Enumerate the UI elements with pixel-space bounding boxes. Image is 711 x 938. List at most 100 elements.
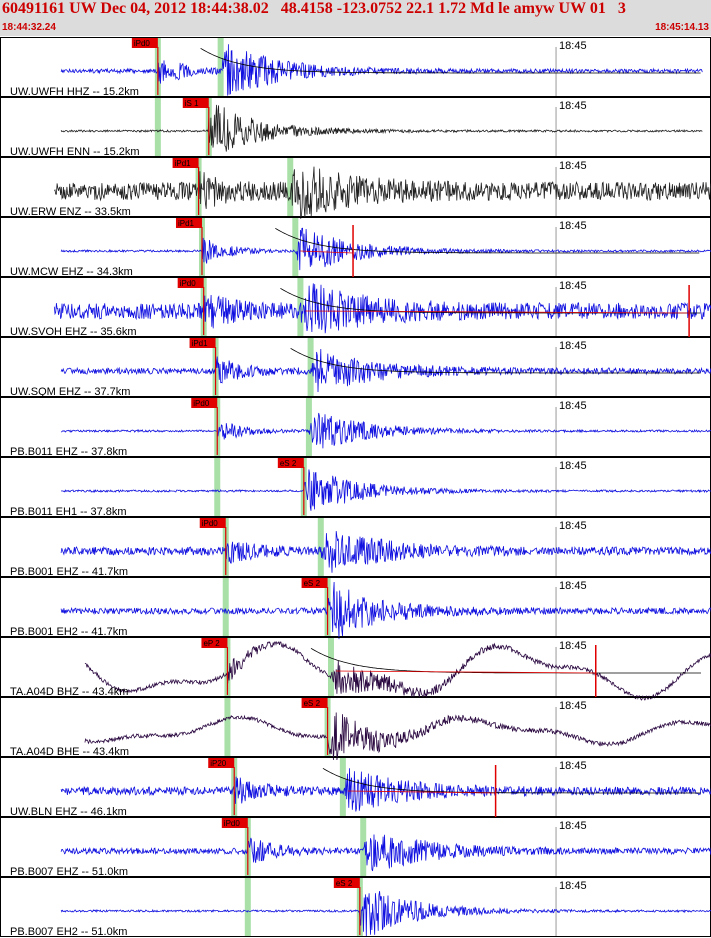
phase-pick-box [172,158,199,168]
trace-label: UW.UWFH HHZ -- 15.2km [10,86,139,98]
coda-decay-curve [275,227,700,254]
minute-tick-label: 18:45 [559,520,587,532]
phase-pick-box [333,878,360,888]
trace-label: UW.SVOH EHZ -- 35.6km [10,326,137,338]
phase-pick-label: iPd1 [192,339,209,348]
waveform-trace [60,581,711,640]
trace-label: PB.B001 EHZ -- 41.7km [10,566,128,578]
phase-pick-box [208,758,235,768]
waveform-trace [60,227,711,271]
s-window-bar [307,338,314,396]
waveform-trace [84,712,711,761]
s-window-bar [297,278,304,336]
trace-label: PB.B011 EHZ -- 37.8km [10,446,127,458]
phase-pick-box [221,818,248,828]
phase-pick-label: iPd0 [224,819,241,828]
phase-pick-label: iPd0 [134,39,151,48]
waveform-trace [60,834,711,872]
waveform-trace [53,283,711,334]
phase-pick-box [191,398,218,408]
p-window-bar [154,98,161,156]
minute-tick-label: 18:45 [559,100,587,112]
waveform-trace [60,531,711,573]
waveform-trace [60,348,711,393]
s-window-bar [287,158,294,216]
s-window-bar [327,638,334,696]
waveform-trace [60,104,703,152]
coda-decay-curve [310,647,701,674]
waveform-trace [60,768,711,812]
minute-tick-label: 18:45 [559,40,587,52]
duration-line [347,790,496,794]
phase-pick-box [177,278,204,288]
p-window-bar [214,458,221,516]
trace-label: PB.B007 EH2 -- 51.0km [10,926,127,938]
phase-pick-box [199,518,226,528]
waveform-trace [60,412,711,449]
minute-tick-label: 18:45 [559,280,587,292]
s-window-bar [217,38,224,96]
window-end-time: 18:45:14.13 [655,22,709,33]
phase-pick-label: iS 1 [185,99,199,108]
phase-pick-box [182,98,209,108]
duration-line [305,310,690,314]
seismogram-panels: 18:45 iPd0 UW.UWFH HHZ -- 15.2km 18:45 iS 1 U… [0,37,711,938]
minute-tick-label: 18:45 [559,700,587,712]
trace-label: TA.A04D BHE -- 43.4km [10,746,129,758]
window-start-time: 18:44:32.24 [2,22,56,33]
minute-tick-label: 18:45 [559,640,587,652]
minute-tick-label: 18:45 [559,460,587,472]
phase-pick-box [189,338,216,348]
trace-label: UW.UWFH ENN -- 15.2km [10,146,140,158]
waveform-trace [60,891,711,937]
s-window-bar [305,398,312,456]
minute-tick-label: 18:45 [559,580,587,592]
trace-label: UW.BLN EHZ -- 46.1km [10,806,127,818]
duration-line [335,670,596,674]
phase-pick-label: iPd0 [202,519,219,528]
minute-tick-label: 18:45 [559,160,587,172]
phase-pick-box [175,218,202,228]
waveform-trace [60,469,711,511]
coda-decay-curve [290,347,701,374]
phase-pick-box [277,458,304,468]
s-window-bar [360,818,367,876]
minute-tick-label: 18:45 [559,400,587,412]
trace-label: PB.B001 EH2 -- 41.7km [10,626,127,638]
phase-pick-label: eS 2 [280,459,297,468]
phase-pick-label: iPd0 [193,399,210,408]
s-window-bar [292,218,299,276]
p-window-bar [244,878,251,936]
trace-label: UW.SQM EHZ -- 37.7km [10,386,130,398]
p-window-bar [224,698,231,756]
phase-pick-label: eS 2 [304,699,321,708]
phase-pick-label: iP20 [210,759,227,768]
s-window-bar [339,758,346,816]
phase-pick-label: eS 2 [336,879,353,888]
coda-decay-curve [322,767,701,794]
phase-pick-box [131,38,158,48]
minute-tick-label: 18:45 [559,820,587,832]
minute-tick-label: 18:45 [559,880,587,892]
phase-pick-box [201,638,228,648]
trace-label: PB.B007 EHZ -- 51.0km [10,866,128,878]
minute-tick-label: 18:45 [559,220,587,232]
phase-pick-label: iPd0 [180,279,197,288]
minute-tick-label: 18:45 [559,760,587,772]
trace-label: UW.ERW ENZ -- 33.5km [10,206,131,218]
event-title: 60491161 UW Dec 04, 2012 18:44:38.02 48.… [2,0,626,17]
phase-pick-box [301,578,328,588]
coda-decay-curve [200,47,701,74]
phase-pick-label: eS 2 [304,579,321,588]
waveform-trace [60,44,703,96]
phase-pick-label: iPd1 [175,159,192,168]
waveform-trace [54,166,711,219]
phase-pick-label: eP 2 [203,639,220,648]
trace-label: PB.B011 EH1 -- 37.8km [10,506,127,518]
phase-pick-label: iPd1 [178,219,195,228]
duration-line [300,250,354,254]
p-window-bar [222,578,229,636]
event-header: 60491161 UW Dec 04, 2012 18:44:38.02 48.… [0,0,711,36]
trace-label: TA.A04D BHZ -- 43.4km [10,686,128,698]
waveform-trace [84,640,711,701]
